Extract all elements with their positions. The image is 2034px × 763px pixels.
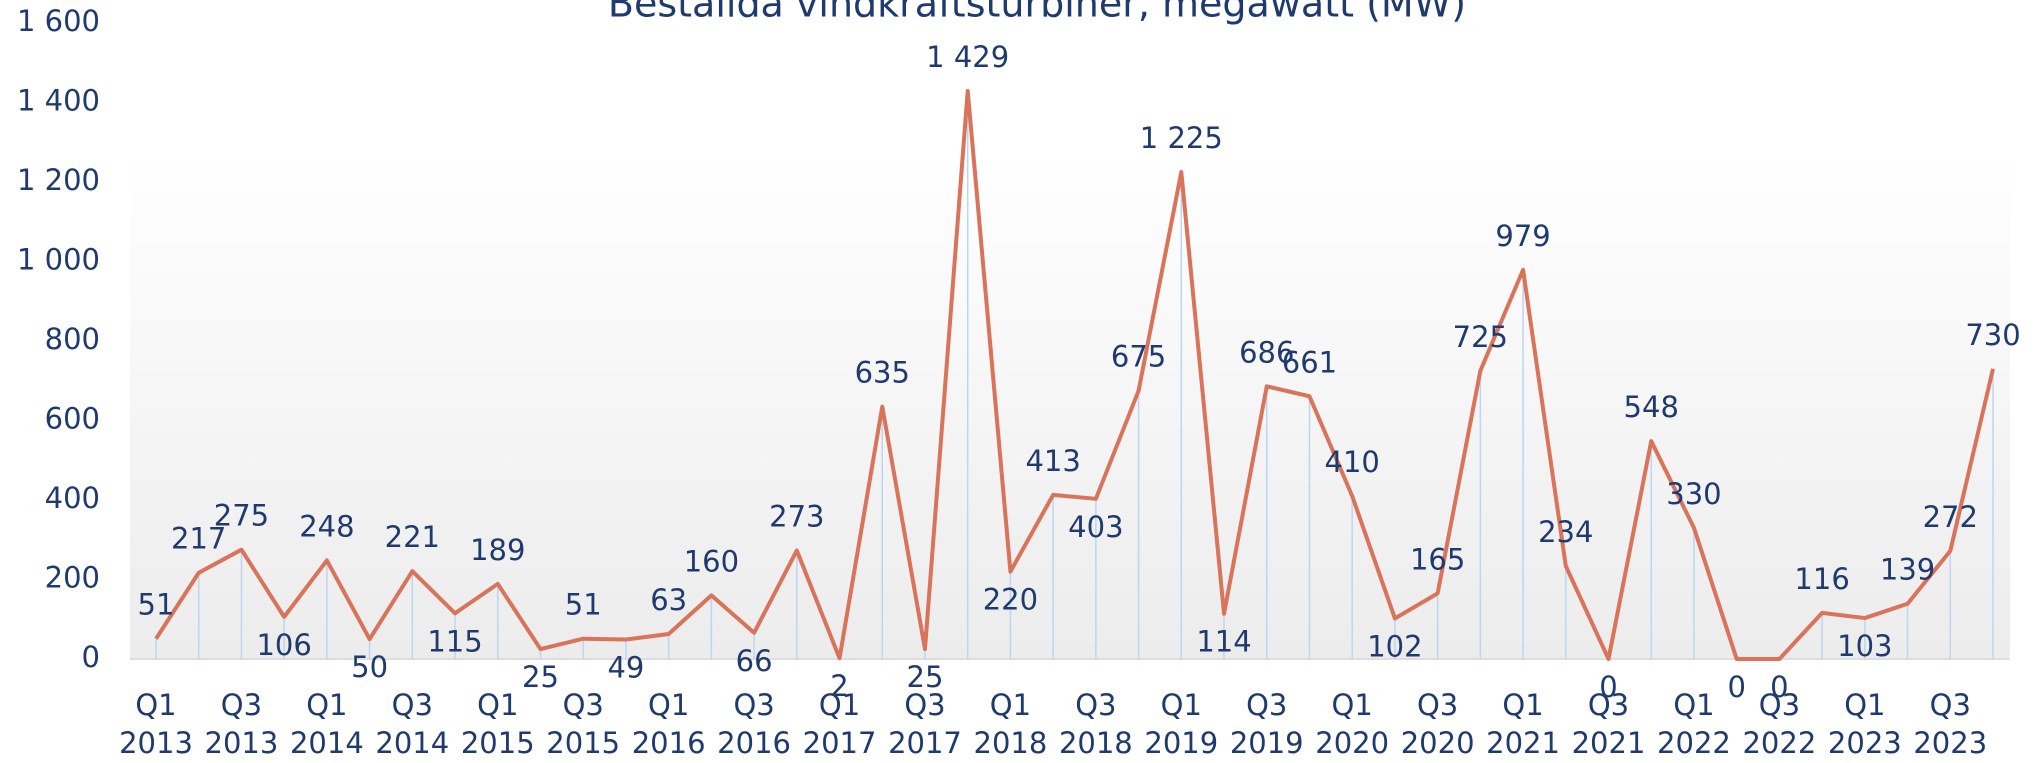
line xyxy=(154,88,1995,661)
data-label: 66 xyxy=(736,644,773,678)
x-tick-label: Q1 2023 xyxy=(1827,688,1902,760)
data-label: 979 xyxy=(1495,219,1550,253)
x-tick-label: Q3 2016 xyxy=(717,688,791,760)
x-tick-label: Q1 2017 xyxy=(802,688,877,760)
data-label: 0 xyxy=(1727,670,1745,704)
data-label: 725 xyxy=(1453,320,1508,354)
data-label: 25 xyxy=(907,660,944,694)
x-tick-label: Q3 2023 xyxy=(1913,688,1988,760)
data-label: 1 429 xyxy=(926,40,1009,74)
y-tick-label: 600 xyxy=(45,402,100,436)
data-label: 403 xyxy=(1068,510,1123,544)
x-tick-label: Q1 2020 xyxy=(1315,688,1390,760)
data-label: 51 xyxy=(138,588,175,622)
data-label: 221 xyxy=(385,520,440,554)
x-tick-label: Q3 2017 xyxy=(888,688,962,760)
x-tick-label: Q1 2021 xyxy=(1486,688,1560,760)
data-label: 413 xyxy=(1025,444,1080,478)
data-label: 220 xyxy=(983,583,1038,617)
data-label: 106 xyxy=(256,628,311,662)
x-tick-label: Q1 2014 xyxy=(289,688,364,760)
data-label: 0 xyxy=(1770,670,1788,704)
data-label: 51 xyxy=(565,588,602,622)
x-tick-label: Q3 2019 xyxy=(1229,688,1304,760)
data-label: 0 xyxy=(1599,670,1617,704)
y-tick-label: 1 200 xyxy=(17,163,100,197)
y-tick-label: 0 xyxy=(82,640,100,674)
y-tick-label: 1 000 xyxy=(17,243,100,277)
data-label: 165 xyxy=(1410,542,1465,576)
data-label: 248 xyxy=(299,509,354,543)
x-tick-label: Q3 2014 xyxy=(375,688,450,760)
data-label: 189 xyxy=(470,533,525,567)
data-label: 50 xyxy=(351,650,388,684)
data-label: 115 xyxy=(427,624,482,658)
x-tick-label: Q3 2015 xyxy=(546,688,621,760)
data-label: 661 xyxy=(1282,345,1337,379)
y-tick-label: 400 xyxy=(45,481,100,515)
data-label: 25 xyxy=(522,660,559,694)
x-tick-label: Q1 2013 xyxy=(119,688,193,760)
data-label: 116 xyxy=(1794,562,1849,596)
x-tick-label: Q1 2019 xyxy=(1144,688,1219,760)
x-tick-label: Q3 2013 xyxy=(204,688,279,760)
x-tick-label: Q3 2022 xyxy=(1742,688,1817,760)
y-tick-label: 800 xyxy=(45,322,100,356)
data-label: 730 xyxy=(1965,318,2020,352)
data-label: 49 xyxy=(607,651,644,685)
data-label: 675 xyxy=(1111,340,1166,374)
data-label: 2 xyxy=(830,669,848,703)
data-label: 63 xyxy=(650,583,687,617)
x-tick-label: Q3 2018 xyxy=(1058,688,1133,760)
data-label: 234 xyxy=(1538,515,1593,549)
data-label: 272 xyxy=(1923,500,1978,534)
data-label: 102 xyxy=(1367,629,1422,663)
data-label: 273 xyxy=(769,499,824,533)
data-label: 635 xyxy=(855,356,910,390)
x-tick-label: Q1 2022 xyxy=(1657,688,1731,760)
data-label: 139 xyxy=(1880,553,1935,587)
data-label: 548 xyxy=(1624,390,1679,424)
data-label: 686 xyxy=(1239,335,1294,369)
x-tick-label: Q1 2018 xyxy=(973,688,1048,760)
data-label: 275 xyxy=(214,499,269,533)
y-tick-label: 1 600 xyxy=(17,4,100,38)
chart-title: Beställda vindkraftsturbiner, megawatt (… xyxy=(608,0,1466,26)
data-label: 410 xyxy=(1325,445,1380,479)
plot-background xyxy=(130,150,2010,660)
data-label: 114 xyxy=(1196,625,1251,659)
x-tick-label: Q3 2020 xyxy=(1400,688,1475,760)
x-tick-label: Q1 2015 xyxy=(460,688,535,760)
y-tick-label: 1 400 xyxy=(17,84,100,118)
data-label: 103 xyxy=(1837,629,1892,663)
data-label: 1 225 xyxy=(1140,121,1223,155)
data-label: 330 xyxy=(1666,477,1721,511)
data-label: 217 xyxy=(171,522,226,556)
x-tick-label: Q3 2021 xyxy=(1571,688,1646,760)
data-label: 160 xyxy=(684,544,739,578)
y-tick-label: 200 xyxy=(45,561,100,595)
x-tick-label: Q1 2016 xyxy=(631,688,706,760)
